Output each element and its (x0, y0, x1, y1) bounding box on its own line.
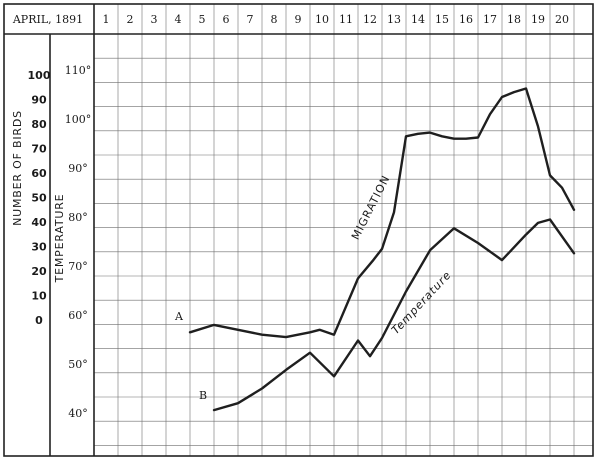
birds-tick-label: 90 (31, 94, 47, 107)
day-label: 12 (363, 13, 377, 26)
birds-tick-label: 40 (31, 216, 47, 229)
migration-series-label: MIGRATION (349, 173, 393, 242)
temperature-tick-label: 90° (68, 162, 88, 175)
birds-tick-label: 100 (28, 69, 51, 82)
day-header-row: 1 2 3 4 5 6 7 8 9 10 11 12 13 14 15 16 17 18 19 20 (103, 13, 570, 26)
birds-tick-label: 30 (31, 241, 47, 254)
birds-tick-label: 80 (31, 118, 47, 131)
temperature-axis-label: TEMPERATURE (53, 194, 66, 284)
birds-tick-label: 50 (31, 192, 47, 205)
day-label: 1 (103, 13, 110, 26)
day-label: 8 (271, 13, 278, 26)
birds-tick-label: 0 (35, 314, 43, 327)
temperature-line (212, 218, 576, 412)
day-label: 10 (315, 13, 329, 26)
day-label: 18 (507, 13, 521, 26)
day-label: 6 (223, 13, 230, 26)
temperature-series-label: Temperature (389, 268, 454, 336)
day-label: 5 (199, 13, 206, 26)
temperature-marker: B (199, 389, 207, 402)
birds-tick-label: 60 (31, 167, 47, 180)
chart-grid (93, 4, 593, 456)
temperature-tick-label: 40° (68, 407, 88, 420)
day-label: 19 (531, 13, 545, 26)
migration-marker: A (174, 310, 184, 323)
day-label: 4 (175, 13, 182, 26)
temperature-tick-label: 60° (68, 309, 88, 322)
temperature-tick-label: 110° (65, 64, 92, 77)
header-label: APRIL, 1891 (12, 13, 83, 26)
temperature-axis-ticks: 110° 100° 90° 80° 70° 60° 50° 40° (65, 64, 92, 420)
day-label: 9 (295, 13, 302, 26)
temperature-tick-label: 70° (68, 260, 88, 273)
birds-tick-label: 20 (31, 265, 47, 278)
day-label: 20 (555, 13, 569, 26)
migration-line (188, 87, 576, 339)
outer-border (3, 3, 594, 457)
temperature-tick-label: 100° (65, 113, 92, 126)
day-label: 7 (247, 13, 254, 26)
day-label: 13 (387, 13, 401, 26)
day-label: 17 (483, 13, 497, 26)
temperature-tick-label: 80° (68, 211, 88, 224)
birds-tick-label: 10 (31, 290, 47, 303)
birds-axis-label: NUMBER OF BIRDS (11, 110, 24, 226)
day-label: 11 (339, 13, 353, 26)
day-label: 3 (151, 13, 158, 26)
birds-tick-label: 70 (31, 143, 47, 156)
day-label: 15 (435, 13, 449, 26)
day-label: 14 (411, 13, 425, 26)
chart-frame (3, 3, 594, 457)
temperature-tick-label: 50° (68, 358, 88, 371)
day-label: 2 (127, 13, 134, 26)
day-label: 16 (459, 13, 473, 26)
